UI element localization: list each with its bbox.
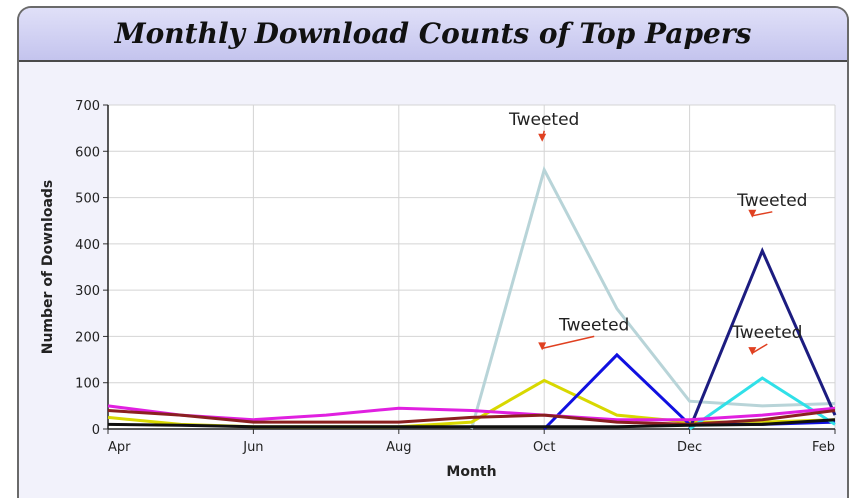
x-tick-label: Oct [533, 440, 555, 455]
y-tick-label: 100 [75, 377, 100, 392]
annotation-arrowhead [538, 133, 547, 142]
x-tick-label: Apr [108, 440, 131, 455]
x-tick-label: Dec [677, 440, 702, 455]
x-tick-label: Aug [386, 440, 411, 455]
y-tick-label: 300 [75, 284, 100, 299]
annotation-arrowhead [748, 347, 757, 356]
series-line [688, 376, 836, 431]
y-axis-label: Number of Downloads [40, 180, 56, 355]
y-tick-label: 500 [75, 192, 100, 207]
chart-header: Monthly Download Counts of Top Papers [19, 8, 847, 62]
annotation-arrow [752, 211, 773, 217]
series-line [107, 418, 836, 429]
y-tick-label: 200 [75, 330, 100, 345]
y-tick-label: 600 [75, 145, 100, 160]
annotation-arrow [542, 335, 595, 350]
annotation-label: Tweeted [731, 323, 802, 343]
annotation-arrowhead [748, 209, 757, 218]
x-tick-label: Jun [242, 440, 263, 455]
series-line [470, 165, 836, 430]
y-tick-label: 700 [75, 99, 100, 114]
x-axis-label: Month [446, 464, 496, 480]
annotation-label: Tweeted [736, 191, 807, 211]
y-tick-label: 0 [92, 423, 100, 438]
series-line [107, 409, 836, 426]
y-tick-label: 400 [75, 238, 100, 253]
chart-title: Monthly Download Counts of Top Papers [114, 17, 752, 50]
annotation-label: Tweeted [558, 315, 629, 335]
plot-area [108, 105, 835, 429]
series-line [688, 246, 837, 430]
series-line [107, 404, 836, 422]
line-chart: 0 100 200 300 400 500 600 700 Apr Jun Aug Oct Dec Feb… [40, 99, 837, 480]
annotation-arrow [751, 343, 768, 354]
x-tick-label: Feb [812, 440, 835, 455]
annotation-arrowhead [538, 342, 547, 351]
annotation-label: Tweeted [508, 110, 579, 130]
